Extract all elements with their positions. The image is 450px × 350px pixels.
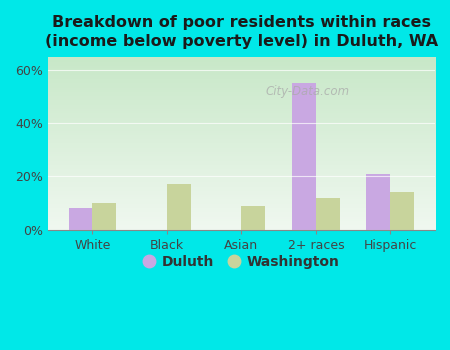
Bar: [167, 184, 191, 230]
Text: City-Data.com: City-Data.com: [265, 85, 349, 98]
Bar: [292, 83, 316, 230]
Bar: [68, 208, 92, 230]
Title: Breakdown of poor residents within races
(income below poverty level) in Duluth,: Breakdown of poor residents within races…: [45, 15, 438, 49]
Bar: [92, 203, 116, 230]
Legend: Duluth, Washington: Duluth, Washington: [138, 250, 345, 274]
Bar: [241, 206, 265, 230]
Bar: [366, 174, 390, 230]
Bar: [390, 193, 414, 230]
Bar: [316, 198, 340, 230]
